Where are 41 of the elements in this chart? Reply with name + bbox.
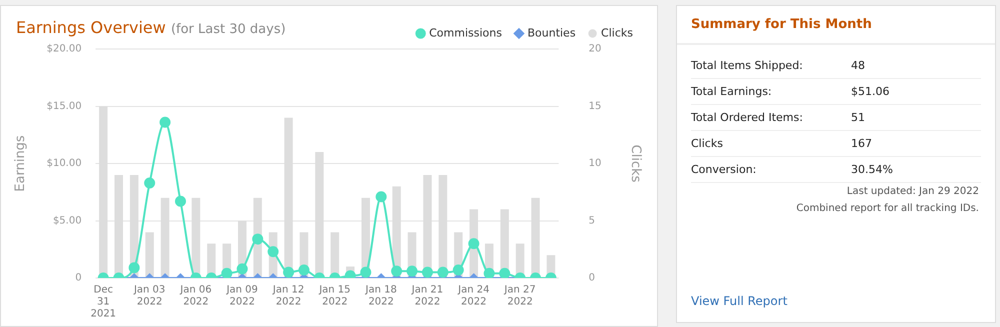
y2-tick-label: 15 bbox=[588, 100, 602, 112]
x-tick-label: Jan 27 2022 bbox=[503, 284, 536, 308]
legend-label: Bounties bbox=[527, 26, 576, 40]
text: Combined report for all tracking IDs. bbox=[795, 202, 979, 216]
y2-tick-label: 10 bbox=[588, 158, 602, 170]
x-tick-label: Jan 21 2022 bbox=[410, 284, 444, 308]
y-tick-label: $15.00 bbox=[46, 100, 82, 112]
chart-subtitle: (for Last 30 days) bbox=[170, 22, 286, 37]
text: Summary for This Month bbox=[677, 6, 995, 45]
text: 30.54% bbox=[851, 157, 981, 183]
x-tick-label: Jan 18 2022 bbox=[364, 284, 397, 308]
y2-tick-label: 5 bbox=[588, 215, 596, 226]
text: 167 bbox=[851, 131, 981, 157]
legend-label: Commissions bbox=[429, 26, 502, 40]
y2-tick-label: 0 bbox=[588, 272, 596, 284]
x-tick-label: Jan 12 2022 bbox=[272, 284, 304, 308]
text: Last updated: Jan 29 2022 bbox=[846, 185, 979, 199]
x-tick-label: Jan 03 2022 bbox=[132, 284, 166, 308]
y-tick-label: $5.00 bbox=[52, 215, 82, 226]
y-tick-label: 0 bbox=[75, 272, 82, 284]
y-tick-label: $20.00 bbox=[46, 44, 82, 55]
text: View Full Report bbox=[691, 294, 788, 308]
y2-tick-label: 20 bbox=[588, 44, 602, 55]
chart-title: Earnings Overview bbox=[16, 18, 166, 37]
y-tick-label: $10.00 bbox=[46, 158, 82, 170]
x-tick-label: Jan 09 2022 bbox=[226, 284, 258, 308]
text: Total Ordered Items: bbox=[691, 105, 851, 131]
y-axis-title: Earnings bbox=[13, 135, 28, 192]
x-tick-label: Jan 15 2022 bbox=[318, 284, 351, 308]
text: 48 bbox=[851, 53, 981, 79]
y2-axis-title: Clicks bbox=[628, 144, 643, 183]
x-tick-label: Jan 24 2022 bbox=[457, 284, 490, 308]
text: 51 bbox=[851, 105, 981, 131]
text: $51.06 bbox=[851, 79, 981, 105]
legend-label: Clicks bbox=[601, 26, 634, 40]
text: Total Items Shipped: bbox=[691, 53, 851, 79]
x-tick-label: Jan 06 2022 bbox=[179, 284, 212, 308]
text: Clicks bbox=[691, 131, 851, 157]
text: Total Earnings: bbox=[691, 79, 851, 105]
x-tick-label: Dec 31 2021 bbox=[90, 284, 116, 320]
text: Conversion: bbox=[691, 157, 851, 183]
